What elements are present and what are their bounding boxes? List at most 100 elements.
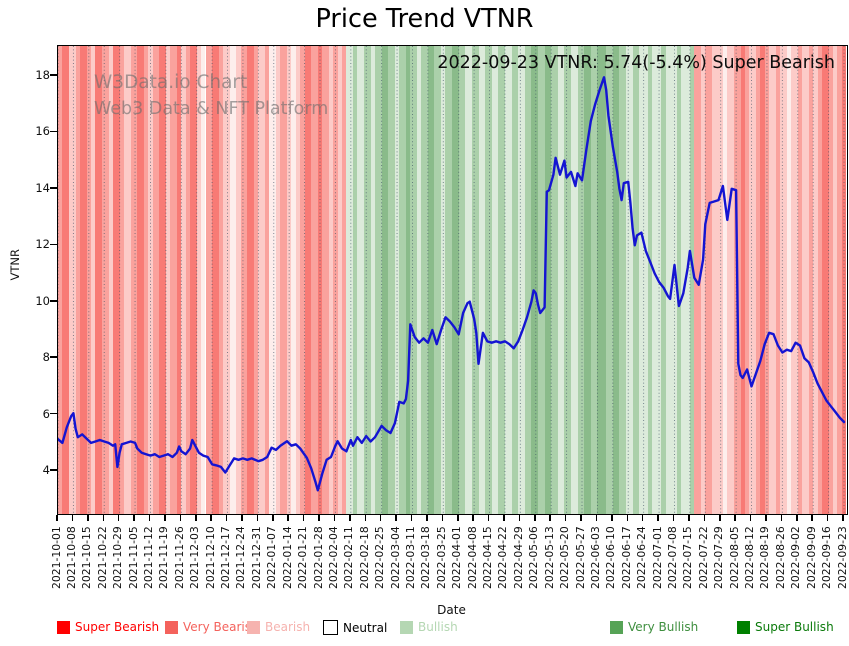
sentiment-band (328, 46, 334, 514)
x-tick-label: 2021-10-22 (95, 526, 109, 589)
sentiment-band (639, 46, 649, 514)
sentiment-band (62, 46, 69, 514)
sentiment-band (832, 46, 838, 514)
x-tick-mark (56, 515, 58, 521)
sentiment-band (648, 46, 653, 514)
sentiment-band (185, 46, 191, 514)
x-tick-mark (765, 515, 767, 521)
x-tick-label: 2021-11-12 (141, 526, 155, 589)
sentiment-band (551, 46, 558, 514)
sentiment-band (152, 46, 160, 514)
sentiment-band (337, 46, 342, 514)
sentiment-band (240, 46, 248, 514)
sentiment-band (311, 46, 318, 514)
x-tick-mark (564, 515, 567, 521)
sentiment-band (124, 46, 131, 514)
sentiment-band (304, 46, 312, 514)
sentiment-band (760, 46, 765, 514)
x-tick-label: 2022-04-15 (481, 526, 495, 589)
sentiment-band (791, 46, 798, 514)
y-tick-label: 8 (42, 350, 50, 365)
x-tick-mark (195, 515, 197, 521)
x-tick-mark (287, 515, 289, 521)
sentiment-band (511, 46, 519, 514)
sentiment-band (632, 46, 640, 514)
legend-item-very-bearish: Very Bearish (165, 620, 259, 634)
x-tick-label: 2022-05-13 (542, 526, 556, 589)
legend-swatch (737, 620, 750, 634)
sentiment-band (764, 46, 770, 514)
x-tick-mark (734, 515, 736, 521)
chart-title: Price Trend VTNR (315, 4, 534, 34)
x-tick-mark (102, 515, 105, 521)
sentiment-band (544, 46, 552, 514)
x-tick-mark (580, 515, 582, 521)
sentiment-band (258, 46, 265, 514)
sentiment-band (333, 46, 338, 514)
x-tick-label: 2022-03-11 (403, 526, 417, 589)
sentiment-band (676, 46, 682, 514)
x-tick-label: 2021-12-31 (249, 526, 263, 589)
sentiment-band (388, 46, 395, 514)
sentiment-band (269, 46, 276, 514)
sentiment-band (441, 46, 446, 514)
sentiment-band (137, 46, 144, 514)
sentiment-band (416, 46, 422, 514)
x-tick-mark (379, 515, 382, 521)
sentiment-band (727, 46, 734, 514)
sentiment-band (247, 46, 254, 514)
legend-label: Super Bearish (75, 620, 160, 634)
x-tick-mark (626, 515, 629, 521)
x-tick-mark (749, 515, 752, 521)
sentiment-band (165, 46, 171, 514)
sentiment-band (119, 46, 125, 514)
sentiment-band (190, 46, 197, 514)
sentiment-band (295, 46, 301, 514)
sentiment-band (264, 46, 270, 514)
sentiment-band (143, 46, 149, 514)
x-tick-label: 2021-10-15 (80, 526, 94, 589)
sentiment-band (802, 46, 809, 514)
sentiment-band (564, 46, 571, 514)
sentiment-band (223, 46, 230, 514)
sentiment-band (410, 46, 417, 514)
x-tick-label: 2021-11-26 (172, 526, 186, 589)
x-tick-label: 2021-11-05 (126, 526, 140, 589)
x-tick-label: 2022-01-14 (280, 526, 294, 589)
sentiment-band (286, 46, 292, 514)
x-tick-mark (87, 515, 89, 521)
x-tick-mark (148, 515, 151, 521)
x-tick-label: 2022-04-29 (511, 526, 525, 589)
y-tick-mark (50, 74, 57, 76)
y-tick-label: 18 (35, 67, 50, 82)
y-tick-label: 16 (35, 124, 50, 139)
x-tick-mark (318, 515, 320, 521)
sentiment-band (381, 46, 389, 514)
x-tick-label: 2022-04-22 (496, 526, 510, 589)
sentiment-band (91, 46, 96, 514)
y-tick-label: 10 (35, 293, 50, 308)
x-tick-label: 2022-09-09 (804, 526, 818, 589)
x-tick-label: 2022-06-10 (604, 526, 618, 589)
x-tick-label: 2021-12-17 (219, 526, 233, 589)
x-tick-label: 2022-08-05 (727, 526, 741, 589)
sentiment-band (458, 46, 466, 514)
sentiment-band (597, 46, 607, 514)
x-tick-label: 2022-05-20 (558, 526, 572, 589)
x-tick-label: 2022-01-21 (296, 526, 310, 589)
x-tick-label: 2022-01-28 (311, 526, 325, 589)
legend-label: Super Bullish (755, 620, 834, 634)
sentiment-band (212, 46, 219, 514)
x-tick-mark (133, 515, 135, 521)
sentiment-band (841, 46, 847, 514)
x-tick-label: 2022-06-03 (588, 526, 602, 589)
legend-swatch (165, 620, 178, 634)
x-tick-mark (210, 515, 212, 521)
y-tick-mark (50, 412, 57, 415)
x-tick-label: 2022-07-22 (696, 526, 710, 589)
x-tick-label: 2022-03-04 (388, 526, 402, 589)
sentiment-band (749, 46, 756, 514)
x-tick-mark (241, 515, 243, 521)
sentiment-band (531, 46, 538, 514)
sentiment-band (570, 46, 578, 514)
